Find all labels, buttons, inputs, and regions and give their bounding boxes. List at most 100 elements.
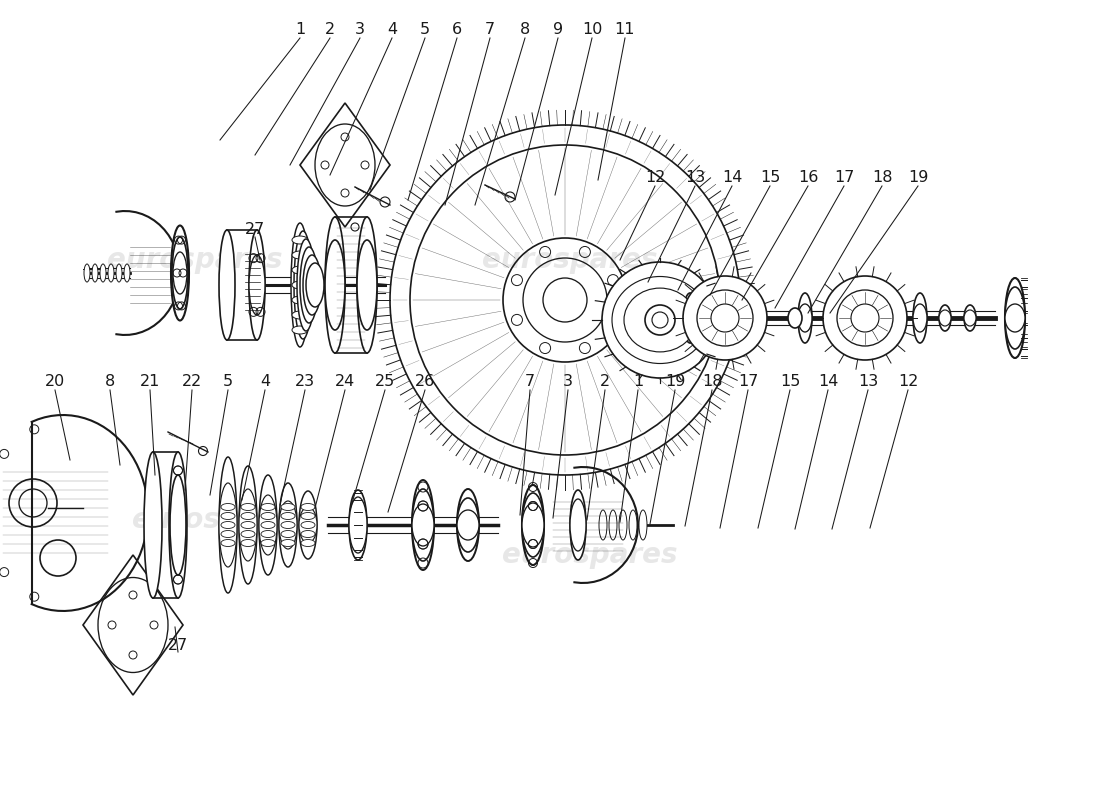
Ellipse shape	[522, 485, 544, 565]
Text: 24: 24	[334, 374, 355, 390]
Ellipse shape	[280, 513, 295, 519]
Ellipse shape	[258, 495, 277, 555]
Ellipse shape	[624, 288, 696, 352]
Text: 16: 16	[798, 170, 818, 186]
Ellipse shape	[239, 489, 257, 561]
Ellipse shape	[92, 264, 98, 282]
Text: 19: 19	[664, 374, 685, 390]
Text: 18: 18	[702, 374, 723, 390]
Ellipse shape	[239, 466, 257, 584]
Ellipse shape	[683, 293, 697, 343]
Ellipse shape	[412, 489, 434, 561]
Ellipse shape	[241, 522, 255, 529]
Ellipse shape	[1005, 304, 1025, 332]
Ellipse shape	[913, 304, 927, 332]
Ellipse shape	[100, 264, 106, 282]
Circle shape	[697, 290, 754, 346]
Text: 9: 9	[553, 22, 563, 38]
Ellipse shape	[600, 510, 607, 540]
Ellipse shape	[301, 522, 315, 529]
Ellipse shape	[258, 475, 277, 575]
Text: eurospares: eurospares	[132, 506, 308, 534]
Text: 18: 18	[871, 170, 892, 186]
Ellipse shape	[221, 503, 235, 510]
Ellipse shape	[249, 255, 265, 315]
Ellipse shape	[301, 530, 315, 538]
Text: 20: 20	[45, 374, 65, 390]
Ellipse shape	[964, 310, 976, 326]
Text: 10: 10	[582, 22, 602, 38]
Text: eurospares: eurospares	[482, 246, 658, 274]
Ellipse shape	[280, 522, 295, 529]
Text: 27: 27	[245, 222, 265, 238]
Text: 15: 15	[780, 374, 800, 390]
Text: eurospares: eurospares	[108, 246, 283, 274]
Ellipse shape	[324, 240, 345, 330]
Ellipse shape	[299, 507, 317, 543]
Ellipse shape	[412, 480, 434, 570]
Ellipse shape	[241, 513, 255, 519]
Ellipse shape	[261, 539, 275, 546]
Ellipse shape	[522, 493, 544, 557]
Ellipse shape	[964, 305, 976, 331]
Ellipse shape	[219, 483, 236, 567]
Ellipse shape	[798, 304, 812, 332]
Ellipse shape	[639, 510, 647, 540]
Ellipse shape	[241, 530, 255, 538]
Ellipse shape	[116, 264, 122, 282]
Circle shape	[823, 276, 907, 360]
Ellipse shape	[173, 252, 187, 294]
Ellipse shape	[683, 304, 697, 332]
Text: 7: 7	[485, 22, 495, 38]
Text: 5: 5	[420, 22, 430, 38]
Ellipse shape	[221, 539, 235, 546]
Circle shape	[711, 304, 739, 332]
Ellipse shape	[939, 310, 952, 326]
Text: 14: 14	[817, 374, 838, 390]
Text: 12: 12	[645, 170, 665, 186]
Text: 21: 21	[140, 374, 161, 390]
Text: 17: 17	[834, 170, 855, 186]
Ellipse shape	[292, 296, 308, 304]
Ellipse shape	[292, 311, 308, 319]
Ellipse shape	[358, 240, 377, 330]
Text: 14: 14	[722, 170, 742, 186]
Ellipse shape	[280, 530, 295, 538]
Ellipse shape	[456, 510, 478, 540]
Ellipse shape	[292, 281, 308, 289]
Ellipse shape	[570, 499, 586, 551]
Ellipse shape	[570, 490, 586, 560]
Text: 8: 8	[520, 22, 530, 38]
Text: 22: 22	[182, 374, 202, 390]
Text: 8: 8	[104, 374, 116, 390]
Text: eurospares: eurospares	[503, 541, 678, 569]
Ellipse shape	[349, 490, 367, 560]
Ellipse shape	[292, 223, 309, 347]
Text: 6: 6	[452, 22, 462, 38]
Ellipse shape	[221, 522, 235, 529]
Ellipse shape	[645, 305, 675, 335]
Ellipse shape	[292, 251, 308, 259]
Ellipse shape	[358, 217, 377, 353]
Ellipse shape	[619, 510, 627, 540]
Ellipse shape	[279, 483, 297, 567]
Ellipse shape	[261, 530, 275, 538]
Circle shape	[837, 290, 893, 346]
Ellipse shape	[456, 498, 478, 552]
Ellipse shape	[301, 539, 315, 546]
Ellipse shape	[798, 293, 812, 343]
Text: 4: 4	[387, 22, 397, 38]
Ellipse shape	[609, 510, 617, 540]
Text: 13: 13	[858, 374, 878, 390]
Ellipse shape	[219, 230, 235, 340]
Text: 11: 11	[615, 22, 636, 38]
Ellipse shape	[299, 491, 317, 559]
Text: 5: 5	[223, 374, 233, 390]
Ellipse shape	[522, 503, 544, 547]
Ellipse shape	[279, 501, 297, 549]
Text: 3: 3	[563, 374, 573, 390]
Text: 7: 7	[525, 374, 535, 390]
Ellipse shape	[629, 510, 637, 540]
Ellipse shape	[292, 326, 308, 334]
Ellipse shape	[301, 513, 315, 519]
